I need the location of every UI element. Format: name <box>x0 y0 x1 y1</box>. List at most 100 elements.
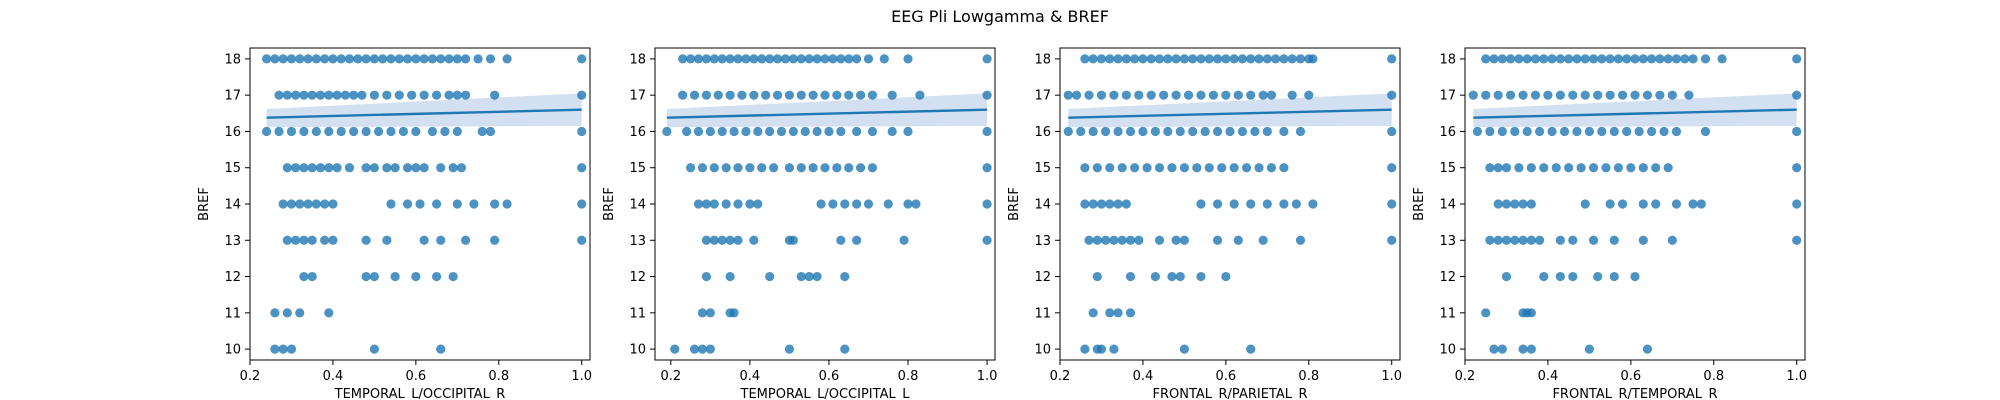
data-point <box>402 199 413 209</box>
regression-line <box>1068 108 1392 119</box>
data-point <box>1700 126 1711 137</box>
data-point <box>1287 54 1297 64</box>
data-point <box>697 308 708 318</box>
data-point <box>369 54 379 64</box>
data-point <box>1792 126 1802 137</box>
data-point <box>1387 90 1397 100</box>
data-point <box>1295 126 1306 137</box>
data-point <box>1163 54 1173 64</box>
data-point <box>670 344 680 354</box>
data-point <box>502 54 512 64</box>
data-point <box>1146 54 1156 64</box>
figure-title: EEG Pli Lowgamma & BREF <box>891 7 1109 26</box>
data-point <box>1246 344 1256 354</box>
x-tick-label: 0.4 <box>323 369 344 384</box>
data-point <box>1246 54 1256 64</box>
y-tick-label: 13 <box>224 234 241 249</box>
data-point <box>678 54 688 64</box>
data-point <box>394 54 404 64</box>
data-point <box>261 126 272 137</box>
data-point <box>1555 90 1565 100</box>
data-point <box>855 163 866 173</box>
data-point <box>431 90 442 100</box>
data-point <box>1105 199 1115 209</box>
data-point <box>307 90 317 100</box>
data-point <box>1593 271 1603 282</box>
data-point <box>1229 199 1239 209</box>
data-point <box>689 90 700 100</box>
data-point <box>1258 235 1268 245</box>
y-tick-label: 17 <box>224 89 241 104</box>
data-point <box>749 54 759 64</box>
data-point <box>320 199 330 209</box>
data-point <box>685 54 696 64</box>
data-point <box>1179 163 1189 173</box>
data-point <box>662 126 672 137</box>
data-point <box>1080 54 1090 64</box>
data-point <box>1609 235 1619 245</box>
data-point <box>852 235 862 245</box>
data-point <box>725 271 735 282</box>
data-point <box>1638 163 1648 173</box>
y-tick-label: 15 <box>1439 161 1456 176</box>
data-point <box>867 90 878 100</box>
data-point <box>577 235 587 245</box>
data-point <box>448 271 458 282</box>
data-point <box>1212 199 1223 209</box>
data-point <box>278 199 288 209</box>
y-axis-label: BREF <box>1007 187 1022 221</box>
data-point <box>1105 308 1115 318</box>
data-point <box>390 271 400 282</box>
y-tick-label: 17 <box>629 89 646 104</box>
data-point <box>1150 271 1160 282</box>
data-point <box>911 199 921 209</box>
data-point <box>1497 54 1507 64</box>
data-point <box>1501 271 1512 282</box>
data-point <box>784 163 795 173</box>
data-point <box>270 308 280 318</box>
data-point <box>1250 126 1260 137</box>
data-point <box>1088 308 1098 318</box>
data-point <box>1630 271 1640 282</box>
data-point <box>452 126 462 137</box>
data-point <box>390 163 400 173</box>
x-axis-label: FRONTAL_R/TEMPORAL_R <box>1552 387 1717 400</box>
data-point <box>1510 126 1520 137</box>
data-point <box>1655 54 1665 64</box>
x-tick-label: 0.4 <box>1538 369 1559 384</box>
data-point <box>796 163 806 173</box>
data-point <box>1646 126 1657 137</box>
data-point <box>577 199 587 209</box>
data-point <box>311 199 321 209</box>
data-point <box>1646 54 1657 64</box>
data-point <box>982 54 992 64</box>
data-point <box>1539 54 1549 64</box>
data-point <box>717 235 727 245</box>
data-point <box>808 90 818 100</box>
data-point <box>1096 54 1107 64</box>
data-point <box>1134 90 1144 100</box>
data-point <box>349 126 359 137</box>
data-point <box>701 235 711 245</box>
data-point <box>1518 199 1528 209</box>
data-point <box>1526 235 1536 245</box>
data-point <box>436 54 446 64</box>
y-tick-label: 15 <box>224 161 241 176</box>
data-point <box>1088 126 1098 137</box>
data-point <box>1493 235 1503 245</box>
data-point <box>1792 90 1802 100</box>
data-point <box>1642 344 1653 354</box>
data-point <box>1088 54 1098 64</box>
data-point <box>1233 235 1243 245</box>
data-point <box>340 90 350 100</box>
data-point <box>349 90 359 100</box>
y-tick-label: 11 <box>1439 306 1456 321</box>
data-point <box>411 271 421 282</box>
x-tick-label: 0.8 <box>1703 369 1724 384</box>
data-point <box>982 126 992 137</box>
data-point <box>270 54 280 64</box>
data-point <box>1063 126 1073 137</box>
data-point <box>1387 126 1397 137</box>
data-point <box>1501 235 1512 245</box>
data-point <box>1696 199 1706 209</box>
